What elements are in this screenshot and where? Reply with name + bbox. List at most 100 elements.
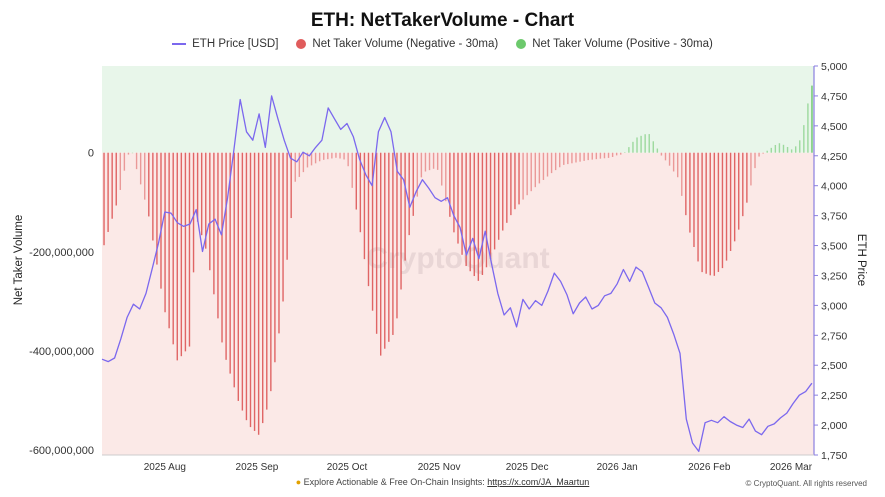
footer-link[interactable]: https://x.com/JA_Maartun bbox=[487, 477, 590, 487]
positive-volume-bar bbox=[807, 103, 809, 153]
positive-volume-bar bbox=[774, 144, 777, 153]
negative-volume-bar bbox=[530, 152, 532, 192]
negative-volume-bar bbox=[266, 152, 268, 410]
negative-volume-bar bbox=[579, 152, 581, 162]
negative-volume-bar bbox=[327, 152, 329, 160]
negative-volume-bar bbox=[445, 152, 447, 202]
positive-volume-bar bbox=[799, 140, 801, 153]
right-tick-label: 2,750 bbox=[821, 330, 847, 342]
positive-volume-bar bbox=[636, 137, 638, 153]
positive-volume-bar bbox=[770, 147, 772, 153]
negative-volume-bar bbox=[701, 152, 703, 273]
negative-volume-bar bbox=[318, 152, 321, 162]
negative-volume-bar bbox=[367, 152, 370, 287]
negative-volume-bar bbox=[164, 152, 166, 313]
negative-volume-bar bbox=[172, 152, 174, 345]
negative-volume-bar bbox=[103, 152, 105, 246]
negative-volume-bar bbox=[563, 152, 565, 165]
negative-volume-bar bbox=[302, 152, 305, 173]
negative-volume-bar bbox=[481, 152, 484, 275]
x-tick-label: 2025 Nov bbox=[418, 462, 461, 473]
negative-volume-bar bbox=[717, 152, 720, 272]
x-tick-label: 2026 Mar bbox=[770, 462, 813, 473]
legend-eth-price[interactable]: ETH Price [USD] bbox=[172, 38, 278, 50]
negative-volume-bar bbox=[603, 152, 606, 159]
lightbulb-icon: ● bbox=[295, 477, 302, 487]
negative-volume-bar bbox=[432, 152, 435, 169]
x-tick-label: 2025 Aug bbox=[144, 462, 186, 473]
negative-volume-bar bbox=[237, 152, 239, 401]
negative-volume-bar bbox=[567, 152, 569, 165]
left-tick-label: 0 bbox=[88, 148, 94, 160]
positive-volume-bar bbox=[632, 141, 634, 153]
left-tick-label: -600,000,000 bbox=[29, 445, 94, 457]
positive-volume-bar bbox=[803, 125, 805, 153]
negative-volume-bar bbox=[664, 152, 667, 161]
negative-volume-bar bbox=[550, 152, 553, 174]
negative-volume-bar bbox=[107, 152, 109, 232]
positive-volume-bar bbox=[644, 134, 646, 153]
negative-volume-bar bbox=[160, 152, 162, 289]
negative-volume-bar bbox=[449, 152, 451, 217]
negative-volume-bar bbox=[310, 152, 313, 166]
right-tick-label: 3,250 bbox=[821, 270, 847, 282]
right-tick-label: 3,000 bbox=[821, 300, 847, 312]
negative-volume-bar bbox=[152, 152, 154, 241]
negative-volume-bar bbox=[514, 152, 516, 210]
right-tick-label: 2,500 bbox=[821, 360, 847, 372]
negative-volume-bar bbox=[400, 152, 402, 290]
negative-volume-bar bbox=[469, 152, 471, 272]
negative-volume-bar bbox=[262, 152, 264, 424]
negative-volume-bar bbox=[253, 152, 256, 431]
negative-volume-bar bbox=[506, 152, 508, 223]
negative-volume-bar bbox=[668, 152, 671, 166]
negative-volume-bar bbox=[371, 152, 374, 311]
positive-volume-bar bbox=[790, 149, 793, 153]
negative-volume-bar bbox=[538, 152, 541, 184]
negative-volume-bar bbox=[542, 152, 545, 180]
negative-volume-bar bbox=[355, 152, 357, 210]
right-tick-label: 3,750 bbox=[821, 211, 847, 223]
legend-positive[interactable]: Net Taker Volume (Positive - 30ma) bbox=[516, 38, 713, 50]
negative-volume-bar bbox=[420, 152, 423, 178]
watermark: CryptoQuant bbox=[366, 242, 549, 275]
negative-volume-bar bbox=[384, 152, 386, 349]
negative-volume-bar bbox=[493, 152, 496, 250]
negative-volume-bar bbox=[758, 152, 760, 157]
x-tick-label: 2025 Sep bbox=[236, 462, 279, 473]
negative-volume-bar bbox=[518, 152, 520, 205]
x-tick-label: 2025 Dec bbox=[506, 462, 549, 473]
negative-volume-bar bbox=[746, 152, 748, 203]
legend-dot-red bbox=[296, 39, 307, 49]
positive-volume-bar bbox=[766, 150, 768, 153]
negative-volume-bar bbox=[721, 152, 724, 269]
negative-volume-bar bbox=[408, 152, 410, 236]
x-tick-label: 2025 Oct bbox=[327, 462, 368, 473]
right-tick-label: 3,500 bbox=[821, 241, 847, 253]
negative-volume-bar bbox=[184, 152, 187, 352]
eth-price-line bbox=[101, 95, 813, 453]
legend-negative[interactable]: Net Taker Volume (Negative - 30ma) bbox=[296, 38, 498, 50]
negative-volume-bar bbox=[205, 152, 207, 249]
positive-zone-bg bbox=[102, 66, 814, 153]
negative-volume-bar bbox=[249, 152, 252, 428]
negative-volume-bar bbox=[725, 152, 728, 261]
right-tick-label: 5,000 bbox=[821, 61, 847, 73]
x-tick-label: 2026 Feb bbox=[688, 462, 731, 473]
negative-volume-bar bbox=[282, 152, 284, 302]
footer-insights: ● Explore Actionable & Free On-Chain Ins… bbox=[0, 477, 885, 487]
negative-volume-bar bbox=[127, 152, 130, 155]
negative-volume-bar bbox=[461, 152, 463, 255]
negative-volume-bar bbox=[192, 152, 195, 273]
negative-volume-bar bbox=[672, 152, 675, 172]
negative-volume-bar bbox=[245, 152, 248, 421]
left-tick-label: -400,000,000 bbox=[29, 346, 94, 358]
negative-volume-bar bbox=[485, 152, 488, 268]
negative-volume-bar bbox=[522, 152, 524, 200]
negative-volume-bar bbox=[217, 152, 219, 319]
negative-volume-bar bbox=[213, 152, 215, 295]
negative-volume-bar bbox=[323, 152, 325, 160]
negative-volume-bar bbox=[229, 152, 231, 374]
left-axis-title: Net Taker Volume bbox=[13, 215, 25, 306]
positive-volume-bar bbox=[652, 141, 654, 153]
